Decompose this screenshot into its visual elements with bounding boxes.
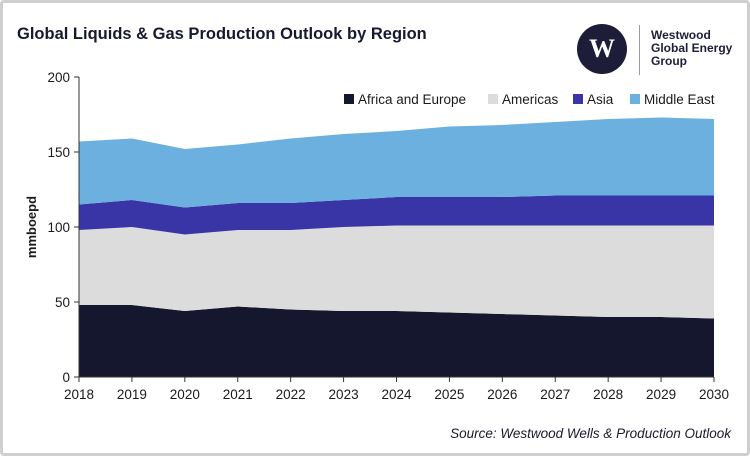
- x-tick-label: 2026: [487, 387, 517, 402]
- x-tick-label: 2029: [646, 387, 676, 402]
- x-tick-label: 2019: [117, 387, 147, 402]
- area-americas: [79, 225, 714, 319]
- legend-label: Americas: [502, 92, 559, 107]
- legend-swatch: [630, 94, 640, 104]
- x-tick-label: 2020: [170, 387, 200, 402]
- area-middle-east: [79, 117, 714, 208]
- y-axis-title: mmboepd: [24, 196, 39, 258]
- x-tick-label: 2030: [699, 387, 729, 402]
- y-tick-label: 50: [55, 295, 70, 310]
- legend-swatch: [488, 94, 498, 104]
- stacked-area-chart: 0 50 100 150 200 2018 2019 2020 2021 2022 2023 2024…: [24, 70, 729, 402]
- legend-swatch: [344, 94, 354, 104]
- y-tick-label: 150: [47, 145, 70, 160]
- x-tick-label: 2022: [276, 387, 306, 402]
- legend: Africa and Europe Americas Asia Middle East: [344, 92, 715, 107]
- x-tick-label: 2027: [540, 387, 570, 402]
- x-tick-label: 2023: [329, 387, 359, 402]
- x-tick-label: 2018: [64, 387, 94, 402]
- legend-label: Africa and Europe: [358, 92, 466, 107]
- y-tick-label: 200: [47, 70, 70, 85]
- axes-group: 0 50 100 150 200 2018 2019 2020 2021 2022 2023 2024…: [24, 70, 729, 402]
- logo-text: Westwood Global Energy Group: [651, 29, 732, 68]
- legend-label: Middle East: [644, 92, 715, 107]
- area-series-group: [79, 117, 714, 377]
- source-note: Source: Westwood Wells & Production Outl…: [450, 426, 731, 441]
- logo-divider: [639, 25, 640, 75]
- area-africa-and-europe: [79, 305, 714, 377]
- x-tick-label: 2025: [434, 387, 464, 402]
- x-tick-label: 2024: [381, 387, 412, 402]
- y-tick-label: 100: [47, 220, 70, 235]
- logo-line: Westwood: [651, 28, 711, 42]
- chart-title: Global Liquids & Gas Production Outlook …: [17, 25, 427, 43]
- company-logo: W Westwood Global Energy Group: [577, 21, 737, 79]
- legend-swatch: [573, 94, 583, 104]
- logo-line: Global Energy: [651, 41, 733, 55]
- legend-label: Asia: [587, 92, 614, 107]
- x-tick-label: 2021: [223, 387, 253, 402]
- logo-mark-icon: W: [577, 24, 627, 74]
- area-asia: [79, 195, 714, 235]
- y-tick-label: 0: [62, 370, 70, 385]
- logo-line: Group: [651, 54, 687, 68]
- x-tick-label: 2028: [593, 387, 623, 402]
